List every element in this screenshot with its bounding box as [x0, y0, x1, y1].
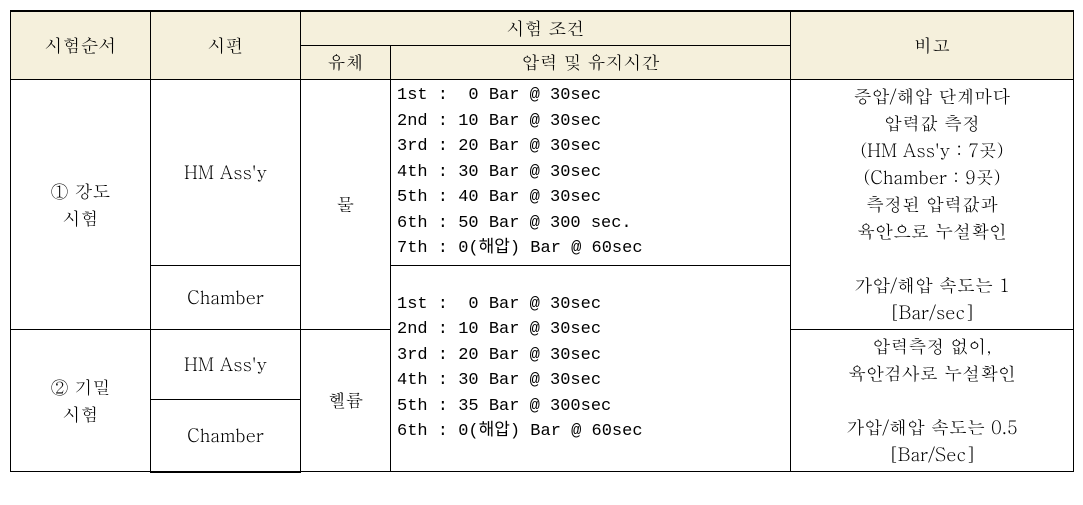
cell-specimen-1b: Chamber: [151, 265, 301, 330]
cell-specimen-1a: HM Ass'y: [151, 80, 301, 266]
header-specimen: 시편: [151, 11, 301, 80]
cell-seq-1: ① 강도 시험: [11, 80, 151, 330]
cell-fluid-2: 헬륨: [301, 330, 391, 472]
cell-specimen-2b: Chamber: [151, 400, 301, 472]
cell-pressure-shared: 1st : 0 Bar @ 30sec 2nd : 10 Bar @ 30sec…: [391, 265, 791, 472]
header-condition: 시험 조건: [301, 11, 791, 46]
cell-seq-2: ② 기밀 시험: [11, 330, 151, 472]
header-pressure: 압력 및 유지시간: [391, 46, 791, 80]
header-note: 비고: [791, 11, 1074, 80]
header-fluid: 유체: [301, 46, 391, 80]
cell-pressure-1a: 1st : 0 Bar @ 30sec 2nd : 10 Bar @ 30sec…: [391, 80, 791, 266]
test-conditions-table: 시험순서 시편 시험 조건 비고 유체 압력 및 유지시간 ① 강도 시험 HM…: [10, 10, 1074, 473]
cell-specimen-2a: HM Ass'y: [151, 330, 301, 400]
cell-note-2: 압력측정 없이, 육안검사로 누설확인 가압/해압 속도는 0.5 [Bar/S…: [791, 330, 1074, 472]
header-seq: 시험순서: [11, 11, 151, 80]
cell-fluid-1: 물: [301, 80, 391, 330]
cell-note-1: 증압/해압 단계마다 압력값 측정 (HM Ass'y : 7곳) (Chamb…: [791, 80, 1074, 330]
